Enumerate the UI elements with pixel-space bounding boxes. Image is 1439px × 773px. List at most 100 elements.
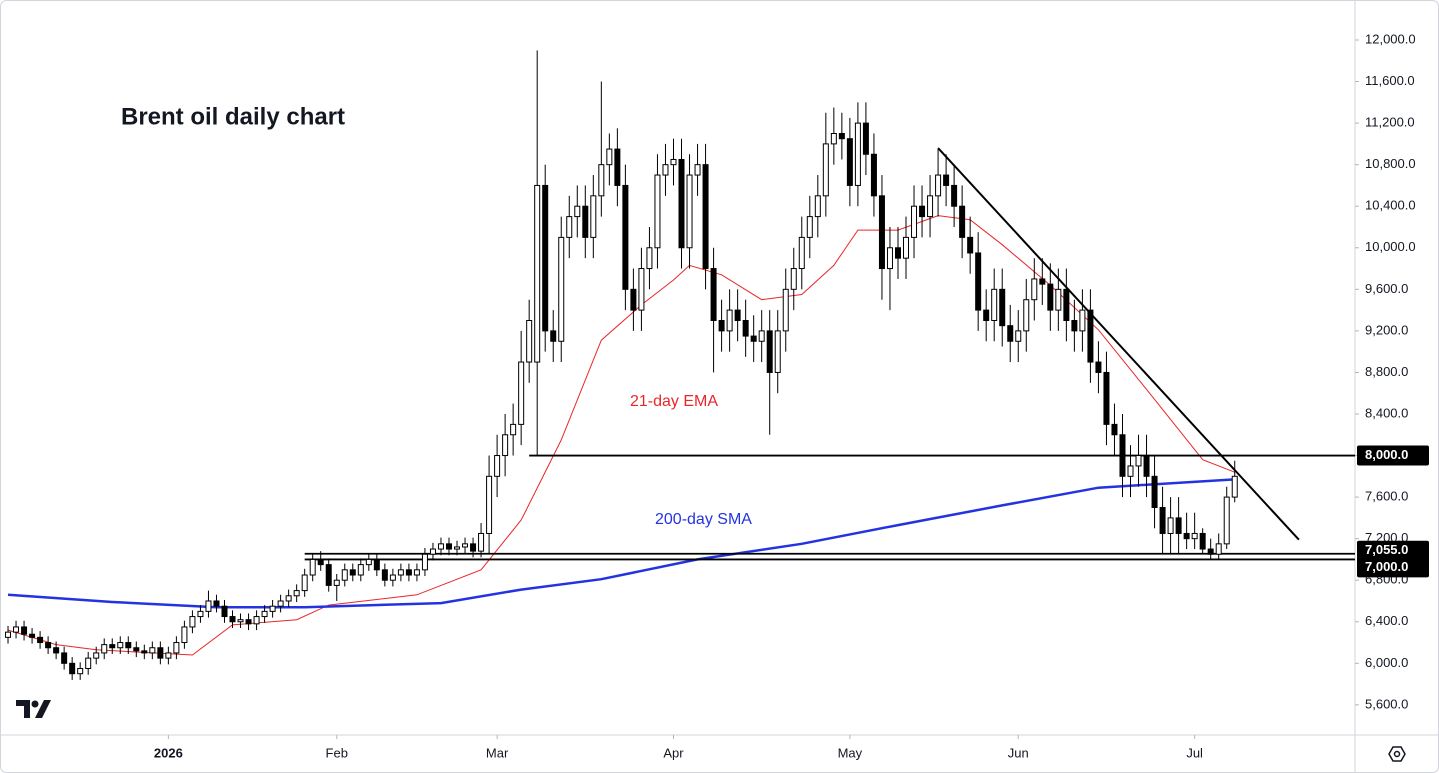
candle-body (927, 195, 934, 218)
candle-body (149, 647, 156, 654)
candle-body (1143, 455, 1150, 477)
y-tick-label: 6,000.0 (1365, 655, 1408, 670)
candle-body (614, 148, 621, 186)
candle-body (502, 434, 509, 457)
candle-body (774, 330, 781, 373)
candle-body (951, 184, 958, 207)
candle-body (421, 553, 428, 571)
candle-body (173, 642, 180, 654)
candle-body (911, 205, 918, 238)
chart-title: Brent oil daily chart (121, 103, 345, 130)
candle-body (854, 122, 861, 186)
y-tick-label: 10,000.0 (1365, 239, 1416, 254)
candle-body (117, 642, 124, 649)
candle-body (141, 650, 148, 654)
candle-body (798, 236, 805, 270)
candle-body (894, 247, 901, 259)
candle-body (1111, 423, 1118, 436)
candle-body (1215, 543, 1222, 555)
candle-body (662, 164, 669, 176)
candle-body (526, 319, 533, 363)
candle-body (766, 330, 773, 373)
candle-body (878, 195, 885, 270)
y-tick-label: 6,400.0 (1365, 613, 1408, 628)
candle-body (750, 335, 757, 342)
candle-body (1079, 309, 1086, 332)
candle-body (445, 543, 452, 550)
candle-body (277, 600, 284, 607)
candle-body (1199, 532, 1206, 550)
candle-body (197, 610, 204, 618)
candle-body (1223, 496, 1230, 545)
candle-body (1103, 371, 1110, 425)
candle-body (309, 558, 316, 576)
x-tick-label: Feb (326, 745, 348, 760)
candle-body (1135, 455, 1142, 467)
candle-body (574, 205, 581, 218)
candle-body (678, 158, 685, 249)
price-label: 7,000.0 (1365, 559, 1408, 574)
candle-body (862, 122, 869, 155)
y-tick-label: 8,400.0 (1365, 405, 1408, 420)
candle-body (269, 605, 276, 612)
y-tick-label: 10,800.0 (1365, 156, 1416, 171)
trendline (937, 147, 1300, 541)
candle-body (758, 330, 765, 342)
candle-body (133, 647, 140, 652)
candle-body (1015, 330, 1022, 342)
candle-body (189, 616, 196, 628)
candle-body (245, 619, 252, 625)
candle-body (486, 475, 493, 534)
candle-body (598, 164, 605, 197)
candle-body (301, 574, 308, 592)
candle-body (870, 153, 877, 197)
candle-body (381, 569, 388, 581)
candle-body (1031, 278, 1038, 301)
y-tick-label: 7,600.0 (1365, 489, 1408, 504)
candle-body (630, 288, 637, 311)
candle-body (1007, 325, 1014, 342)
price-label-box (1357, 557, 1429, 578)
candle-body (454, 546, 461, 550)
candle-body (165, 652, 172, 659)
y-tick-label: 11,200.0 (1365, 115, 1415, 130)
price-label: 7,055.0 (1365, 542, 1408, 557)
candle-body (5, 631, 12, 638)
y-tick-label: 10,400.0 (1365, 198, 1416, 213)
candle-body (991, 288, 998, 321)
annotation: 200-day SMA (655, 511, 752, 528)
candle-body (838, 132, 845, 140)
candle-body (45, 642, 52, 649)
candle-body (397, 569, 404, 576)
candle-body (494, 455, 501, 477)
candle-body (1055, 288, 1062, 311)
candle-body (718, 319, 725, 332)
candle-body (975, 252, 982, 311)
candle-body (654, 174, 661, 249)
candle-body (943, 174, 950, 186)
settings-icon[interactable] (1388, 746, 1406, 762)
candle-body (213, 600, 220, 607)
candle-body (646, 247, 653, 270)
candle-body (261, 610, 268, 618)
candle-body (1047, 283, 1054, 311)
candle-body (542, 184, 549, 332)
candle-body (830, 132, 837, 145)
candle-body (373, 558, 380, 571)
annotation: 21-day EMA (630, 393, 718, 410)
logo (16, 700, 51, 718)
candle-body (157, 647, 164, 659)
candle-body (478, 532, 485, 552)
candle-body (710, 268, 717, 321)
candle-body (470, 543, 477, 552)
candle-body (606, 148, 613, 166)
candle-body (1087, 309, 1094, 363)
candle-body (1071, 319, 1078, 332)
candle-body (638, 268, 645, 311)
candle-body (846, 138, 853, 186)
y-tick-label: 9,200.0 (1365, 322, 1408, 337)
candle-body (919, 205, 926, 218)
candle-body (822, 143, 829, 197)
candle-body (959, 205, 966, 238)
